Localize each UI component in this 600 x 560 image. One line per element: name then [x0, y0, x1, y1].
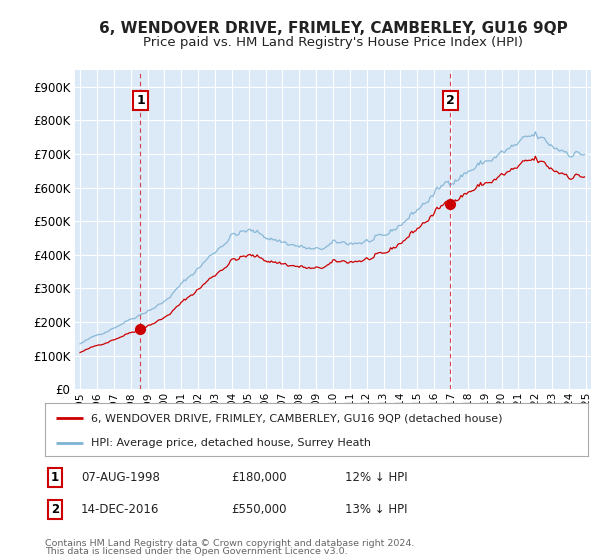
- Text: This data is licensed under the Open Government Licence v3.0.: This data is licensed under the Open Gov…: [45, 547, 347, 556]
- Text: £550,000: £550,000: [231, 503, 287, 516]
- Text: 1: 1: [136, 94, 145, 107]
- Text: 14-DEC-2016: 14-DEC-2016: [81, 503, 160, 516]
- Text: 12% ↓ HPI: 12% ↓ HPI: [345, 471, 407, 484]
- Text: 2: 2: [446, 94, 455, 107]
- Text: 6, WENDOVER DRIVE, FRIMLEY, CAMBERLEY, GU16 9QP: 6, WENDOVER DRIVE, FRIMLEY, CAMBERLEY, G…: [98, 21, 568, 36]
- Text: 2: 2: [51, 503, 59, 516]
- Text: Contains HM Land Registry data © Crown copyright and database right 2024.: Contains HM Land Registry data © Crown c…: [45, 539, 415, 548]
- Text: £180,000: £180,000: [231, 471, 287, 484]
- Text: 1: 1: [51, 471, 59, 484]
- Text: HPI: Average price, detached house, Surrey Heath: HPI: Average price, detached house, Surr…: [91, 438, 371, 448]
- Text: 07-AUG-1998: 07-AUG-1998: [81, 471, 160, 484]
- Text: Price paid vs. HM Land Registry's House Price Index (HPI): Price paid vs. HM Land Registry's House …: [143, 36, 523, 49]
- Text: 13% ↓ HPI: 13% ↓ HPI: [345, 503, 407, 516]
- Text: 6, WENDOVER DRIVE, FRIMLEY, CAMBERLEY, GU16 9QP (detached house): 6, WENDOVER DRIVE, FRIMLEY, CAMBERLEY, G…: [91, 413, 503, 423]
